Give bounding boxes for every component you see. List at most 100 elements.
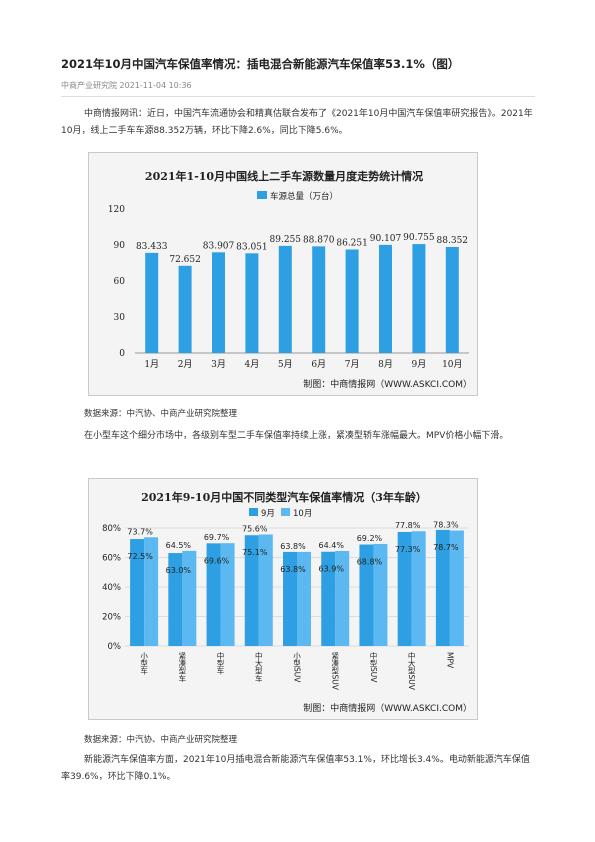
chart-2-x-tick: 小型SUV xyxy=(292,652,301,684)
chart-2-bar-sep xyxy=(283,551,297,646)
chart-2-credit: 制图：中商情报网（WWW.ASKCI.COM） xyxy=(303,702,472,714)
chart-1-title: 2021年1-10月中国线上二手车源数量月度走势统计情况 xyxy=(145,169,423,183)
chart-2-data-label-sep: 68.8% xyxy=(357,558,383,567)
chart-1-y-tick: 30 xyxy=(114,313,126,323)
chart-2-bar-oct xyxy=(411,531,426,646)
chart-2-data-label-oct: 63.8% xyxy=(280,542,306,551)
chart-2-bar-oct xyxy=(220,543,235,646)
chart-2-y-tick: 80% xyxy=(102,524,121,534)
chart-1-data-label: 88.870 xyxy=(303,235,335,245)
chart-2-bar-sep xyxy=(130,539,145,646)
chart-1-x-tick: 8月 xyxy=(378,359,393,370)
chart-2-container: 2021年9-10月中国不同类型汽车保值率情况（3年车龄） 9月 10月 制图：… xyxy=(88,478,478,720)
chart-2-legend-swatch-sep xyxy=(249,508,258,516)
chart-2-legend-swatch-oct xyxy=(281,508,290,516)
article-title: 2021年10月中国汽车保值率情况：插电混合新能源汽车保值率53.1%（图） xyxy=(61,57,460,71)
chart-1-y-tick: 0 xyxy=(119,349,125,359)
chart-1-data-label: 89.255 xyxy=(270,235,302,245)
chart-2-bar-sep xyxy=(435,529,450,646)
chart-1-x-tick: 9月 xyxy=(412,359,427,370)
chart-1-data-label: 90.107 xyxy=(370,234,402,244)
chart-1-legend-label: 车源总量（万台） xyxy=(270,191,338,202)
paragraph-3: 新能源汽车保值率方面，2021年10月插电混合新能源汽车保值率53.1%，环比增… xyxy=(61,755,530,782)
chart-1-y-tick: 60 xyxy=(114,277,126,287)
chart-2-data-label-sep: 63.0% xyxy=(166,566,192,575)
chart-2-data-label-oct: 73.7% xyxy=(127,527,153,536)
chart-1-x-tick: 10月 xyxy=(442,359,462,370)
chart-2-y-tick: 0% xyxy=(108,642,122,652)
chart-2-bar-oct xyxy=(258,534,273,646)
chart-1-x-tick: 5月 xyxy=(278,359,293,370)
chart-1-bar xyxy=(278,245,292,353)
chart-2-data-label-oct: 64.5% xyxy=(166,541,192,550)
chart-2-bar-oct xyxy=(373,543,388,646)
chart-2-data-label-sep: 63.8% xyxy=(280,565,306,574)
chart-2-title: 2021年9-10月中国不同类型汽车保值率情况（3年车龄） xyxy=(141,490,427,504)
chart-1-y-tick: 120 xyxy=(108,205,125,215)
chart-1-bar xyxy=(412,244,426,353)
chart-2-data-label-sep: 72.5% xyxy=(127,552,153,561)
paragraph-1: 中商情报网讯：近日，中国汽车流通协会和精真估联合发布了《2021年10月中国汽车… xyxy=(61,109,533,136)
chart-2-y-tick: 60% xyxy=(102,554,121,564)
chart-2-bar-oct xyxy=(297,551,311,646)
chart-1-x-tick: 3月 xyxy=(211,359,226,370)
chart-2-x-tick: 紧凑型SUV xyxy=(330,652,339,691)
chart-1-x-tick: 4月 xyxy=(245,359,260,370)
chart-1-x-tick: 2月 xyxy=(178,359,193,370)
chart-2-data-label-sep: 77.3% xyxy=(395,545,421,554)
chart-1-data-label: 83.907 xyxy=(203,241,235,251)
chart-1-bar xyxy=(212,252,225,353)
chart-2-legend-label-sep: 9月 xyxy=(261,509,275,519)
chart-1-x-tick: 7月 xyxy=(345,359,360,370)
data-source-2: 数据来源：中汽协、中商产业研究院整理 xyxy=(84,735,238,745)
chart-1-bar xyxy=(245,253,259,353)
chart-1-bar xyxy=(445,246,459,353)
chart-2-x-tick: 小型车 xyxy=(139,652,148,676)
chart-2-x-tick: 中型车 xyxy=(216,651,225,676)
chart-2-data-label-sep: 78.7% xyxy=(433,543,459,552)
chart-1-credit: 制图：中商情报网（WWW.ASKCI.COM） xyxy=(303,378,472,390)
chart-2-bar-oct xyxy=(335,551,350,646)
chart-2-data-label-oct: 69.2% xyxy=(357,534,383,543)
chart-1-data-label: 86.251 xyxy=(336,238,368,248)
chart-1-container: 2021年1-10月中国线上二手车源数量月度走势统计情况 车源总量（万台） 制图… xyxy=(88,152,478,396)
chart-2-bar-oct xyxy=(449,530,464,646)
chart-2-bar-oct xyxy=(182,550,197,646)
chart-1-x-tick: 6月 xyxy=(311,359,326,370)
chart-2-data-label-oct: 69.7% xyxy=(204,533,230,542)
chart-2-x-tick: MPV xyxy=(445,652,454,669)
chart-2-data-label-oct: 75.6% xyxy=(242,524,268,533)
chart-2-bar-sep xyxy=(244,535,259,646)
chart-2-data-label-sep: 75.1% xyxy=(242,548,268,557)
chart-2-x-tick: 中型SUV xyxy=(369,651,378,684)
chart-2-data-label-sep: 63.9% xyxy=(319,565,345,574)
chart-1-y-tick: 90 xyxy=(114,241,126,251)
chart-2-data-label-oct: 64.4% xyxy=(319,541,345,550)
chart-2-svg: 2021年9-10月中国不同类型汽车保值率情况（3年车龄） 9月 10月 制图：… xyxy=(102,490,472,714)
chart-2-x-tick: 紧凑型车 xyxy=(178,652,187,684)
chart-2-bar-sep xyxy=(206,543,221,646)
article-source-date: 中商产业研究院 2021-11-04 10:36 xyxy=(61,81,192,90)
chart-1-bar xyxy=(345,249,359,353)
chart-1-bar xyxy=(145,252,159,353)
chart-1-data-label: 83.051 xyxy=(236,242,268,252)
data-source-1: 数据来源：中汽协、中商产业研究院整理 xyxy=(84,409,238,419)
chart-2-legend-label-oct: 10月 xyxy=(293,509,312,519)
divider xyxy=(61,96,535,97)
chart-2-bar-sep xyxy=(397,531,412,646)
chart-1-bar xyxy=(312,246,326,353)
chart-1-legend-swatch xyxy=(257,191,267,199)
chart-1-data-label: 90.755 xyxy=(403,233,435,243)
chart-2-data-label-oct: 78.3% xyxy=(433,521,459,530)
chart-2-x-tick: 中大型车 xyxy=(254,651,263,684)
chart-1-data-label: 88.352 xyxy=(437,236,469,246)
chart-2-data-label-oct: 77.8% xyxy=(395,521,421,530)
chart-1-x-tick: 1月 xyxy=(144,359,159,370)
chart-2-bar-oct xyxy=(144,537,159,646)
chart-2-bar-sep xyxy=(359,544,374,646)
chart-1-bar xyxy=(379,244,392,353)
chart-2-y-tick: 40% xyxy=(102,583,121,593)
chart-1-data-label: 72.652 xyxy=(169,255,201,265)
chart-2-x-tick: 中大型SUV xyxy=(407,651,416,691)
chart-1-svg: 2021年1-10月中国线上二手车源数量月度走势统计情况 车源总量（万台） 制图… xyxy=(108,169,472,390)
